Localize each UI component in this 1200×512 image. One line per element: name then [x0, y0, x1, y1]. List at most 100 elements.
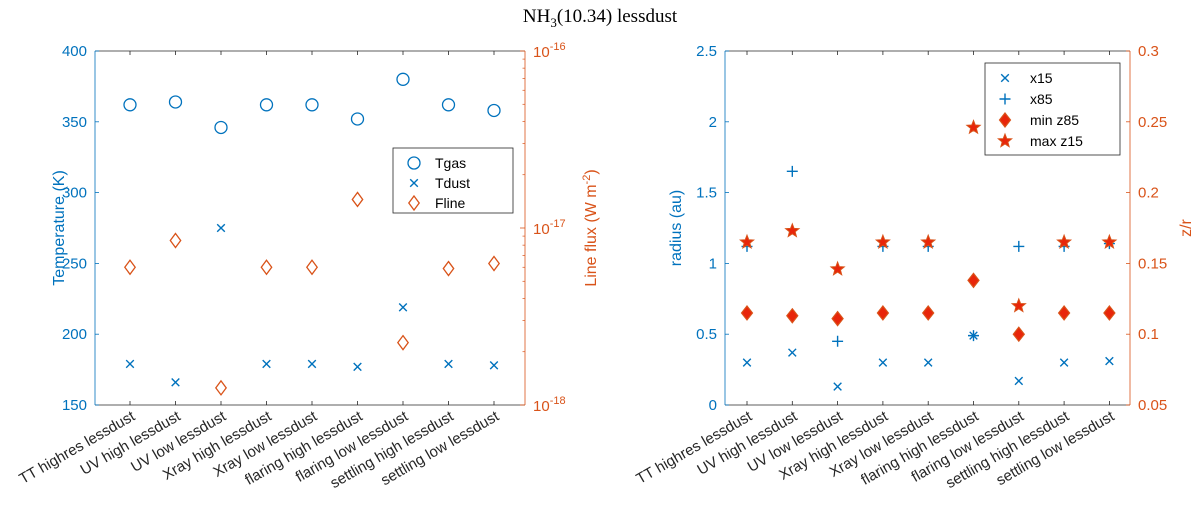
- tdust-point: [353, 362, 362, 372]
- legend: Tgas Tdust Fline: [392, 147, 514, 214]
- x15-point: [1059, 358, 1069, 367]
- y-right-tick-label: 0.15: [1138, 255, 1167, 272]
- y-right-tick-label: 10-17: [533, 218, 566, 238]
- fline-point: [169, 232, 182, 249]
- y-axis-left-label: Temperature (K): [51, 170, 68, 286]
- max-z15-point: [965, 119, 982, 135]
- min-z85-point: [831, 310, 844, 327]
- y-right-tick-label: 10-16: [533, 41, 566, 61]
- figure-title: NH3(10.34) lessdust: [523, 6, 678, 30]
- y-left-tick-label: 2.5: [696, 43, 717, 60]
- tdust-point: [307, 359, 317, 369]
- min-z85-point: [1012, 326, 1026, 343]
- y-axis-right-label: z/r: [1178, 218, 1195, 236]
- max-z15-point: [829, 260, 846, 276]
- fline-point: [305, 259, 319, 276]
- tick-exponent: -18: [550, 395, 566, 407]
- y-right-tick-label: 0.05: [1138, 397, 1167, 414]
- max-z15-point: [784, 222, 801, 238]
- legend-label-x15: x15: [1030, 70, 1053, 86]
- y-left-tick-label: 250: [62, 255, 87, 272]
- y-left-tick-label: 0.5: [696, 326, 717, 343]
- legend-marker-min-z85: [998, 112, 1012, 128]
- legend-label-max-z15: max z15: [1030, 133, 1083, 149]
- min-z85-point: [740, 304, 754, 321]
- x85-point: [786, 165, 798, 177]
- legend: x15 x85 min z85 max z15: [984, 62, 1121, 156]
- y-right-tick-label: 0.2: [1138, 185, 1159, 202]
- fline-point: [123, 259, 137, 276]
- x15-point: [788, 348, 797, 357]
- y-left-tick-label: 2: [709, 114, 717, 131]
- legend-marker-tgas: [407, 156, 421, 170]
- tdust-point: [125, 359, 135, 369]
- x85-point: [1013, 240, 1025, 252]
- tgas-point: [441, 98, 456, 112]
- y-left-tick-label: 1: [709, 255, 717, 272]
- tgas-point: [396, 72, 410, 86]
- max-z15-point: [920, 233, 937, 249]
- min-z85-point: [786, 307, 799, 324]
- min-z85-point: [876, 304, 890, 321]
- tdust-point: [489, 361, 499, 370]
- legend-marker-tdust: [409, 178, 419, 188]
- y-axis-right-label: Line flux (W m-2): [581, 169, 600, 286]
- tgas-point: [487, 103, 501, 118]
- x15-point: [923, 358, 933, 367]
- fline-point: [396, 334, 410, 351]
- x15-point: [742, 358, 752, 367]
- tgas-point: [214, 120, 228, 135]
- tick-base: 10: [533, 398, 550, 415]
- legend-label-fline: Fline: [435, 195, 466, 211]
- max-z15-point: [1101, 233, 1118, 249]
- tgas-point: [123, 98, 137, 112]
- tick-exponent: -16: [550, 41, 566, 53]
- tdust-point: [398, 303, 408, 312]
- tgas-point: [259, 98, 274, 112]
- tick-exponent: -17: [550, 218, 566, 230]
- x15-point: [1105, 356, 1114, 366]
- legend-label-x85: x85: [1030, 91, 1053, 107]
- legend-marker-x15: [1000, 73, 1010, 83]
- y-left-tick-label: 300: [62, 185, 87, 202]
- fline-point: [260, 259, 273, 276]
- x15-point: [878, 358, 888, 367]
- x15-point: [1014, 376, 1024, 386]
- legend-label-min-z85: min z85: [1030, 112, 1079, 128]
- y-right-tick-label: 0.3: [1138, 43, 1159, 60]
- y-left-tick-label: 350: [62, 114, 87, 131]
- tdust-point: [444, 359, 453, 369]
- max-z15-point: [1010, 297, 1027, 313]
- tgas-point: [168, 95, 183, 109]
- y-left-tick-label: 0: [709, 397, 717, 414]
- y-left-tick-label: 200: [62, 326, 87, 343]
- tgas-point: [305, 98, 319, 112]
- max-z15-point: [874, 233, 891, 249]
- legend-box: [392, 147, 514, 214]
- tgas-point: [350, 112, 365, 126]
- y-right-tick-label: 0.1: [1138, 326, 1159, 343]
- min-z85-point: [967, 272, 980, 289]
- legend-marker-max-z15: [997, 132, 1013, 148]
- legend-label-tdust: Tdust: [435, 175, 470, 191]
- y-right-tick-label: 10-18: [533, 395, 566, 415]
- min-z85-point: [1103, 304, 1116, 321]
- fline-point: [487, 255, 501, 272]
- fline-point: [442, 260, 455, 277]
- tick-base: 10: [533, 221, 550, 238]
- legend-marker-fline: [407, 194, 421, 212]
- y-left-tick-label: 400: [62, 43, 87, 60]
- x15-point: [833, 382, 842, 391]
- min-z85-point: [921, 304, 935, 321]
- min-z85-point: [1057, 304, 1071, 321]
- tdust-point: [262, 359, 271, 369]
- x85-point: [832, 335, 844, 347]
- max-z15-point: [1056, 233, 1073, 249]
- x85-point: [968, 330, 979, 342]
- legend-label-tgas: Tgas: [435, 155, 466, 171]
- tick-base: 10: [533, 44, 550, 61]
- fline-point: [214, 379, 228, 396]
- max-z15-point: [739, 233, 755, 249]
